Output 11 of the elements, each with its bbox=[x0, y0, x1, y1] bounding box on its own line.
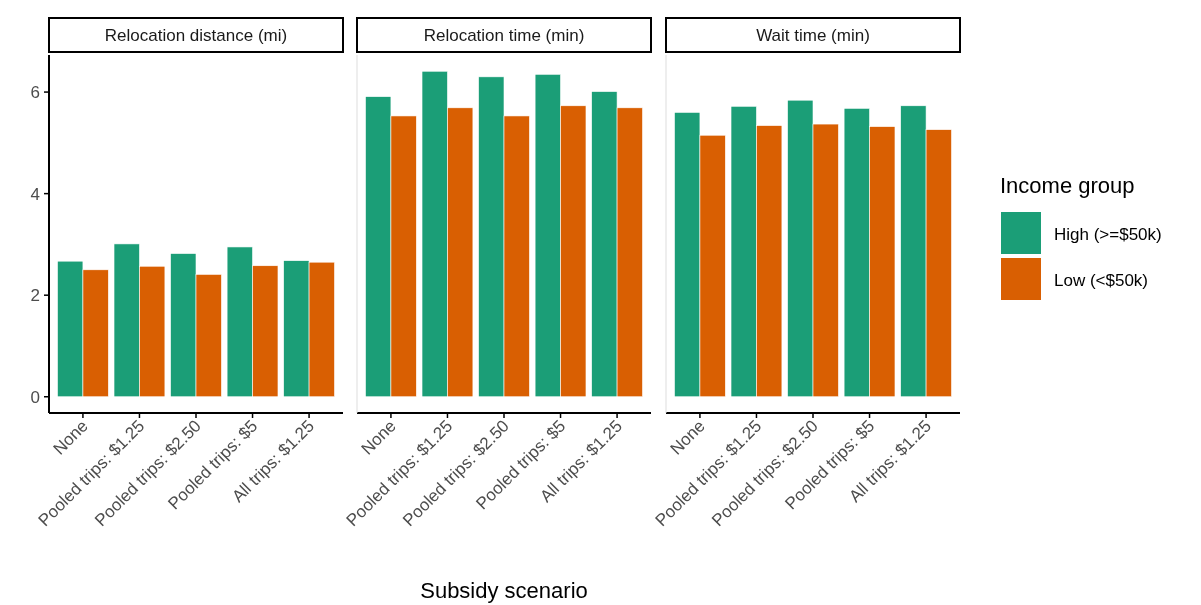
y-tick-label: 0 bbox=[30, 387, 40, 407]
y-tick-label: 4 bbox=[30, 184, 40, 204]
legend-entry: Low (<$50k) bbox=[1001, 258, 1149, 300]
chart-title: Relocation time (min) bbox=[423, 26, 585, 45]
x-axis-title: Subsidy scenario bbox=[420, 578, 588, 603]
legend-title: Income group bbox=[1000, 173, 1135, 198]
chart-title: Wait time (min) bbox=[756, 26, 870, 45]
y-tick-label: 6 bbox=[30, 83, 40, 103]
chart-title: Relocation distance (mi) bbox=[104, 26, 288, 45]
y-tick-label: 2 bbox=[30, 286, 40, 306]
legend-entry: High (>=$50k) bbox=[1001, 212, 1162, 254]
